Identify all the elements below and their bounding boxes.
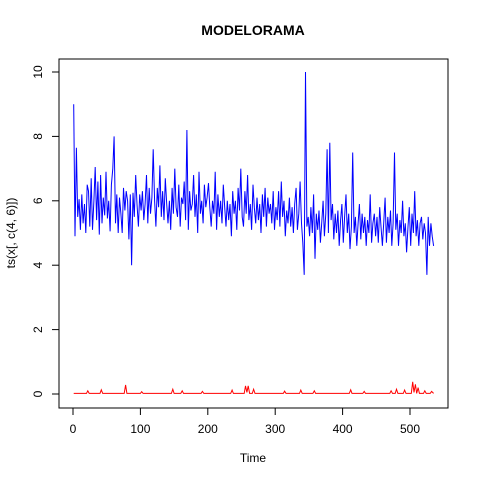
x-tick-label: 500 — [400, 422, 420, 436]
plot-frame — [58, 58, 449, 409]
y-axis-label: ts(x[, c(4, 6)]) — [4, 198, 18, 269]
x-tick-label: 400 — [333, 422, 353, 436]
x-tick-label: 200 — [198, 422, 218, 436]
y-tick-label: 6 — [31, 197, 45, 204]
y-axis: 0 2 4 6 8 10 — [31, 65, 60, 397]
y-tick-label: 8 — [31, 133, 45, 140]
x-axis-label: Time — [240, 451, 267, 465]
series-layer — [73, 71, 435, 394]
y-tick-label: 2 — [31, 326, 45, 333]
x-tick-label: 0 — [70, 422, 77, 436]
x-tick-label: 100 — [130, 422, 150, 436]
series-line-2 — [73, 381, 434, 394]
x-axis: 0 100 200 300 400 500 — [70, 407, 420, 436]
x-tick-label: 300 — [265, 422, 285, 436]
series-line-1 — [73, 71, 435, 275]
y-tick-label: 0 — [31, 390, 45, 397]
chart-title: MODELORAMA — [201, 22, 304, 38]
y-tick-label: 4 — [31, 262, 45, 269]
y-tick-label: 10 — [31, 65, 45, 79]
